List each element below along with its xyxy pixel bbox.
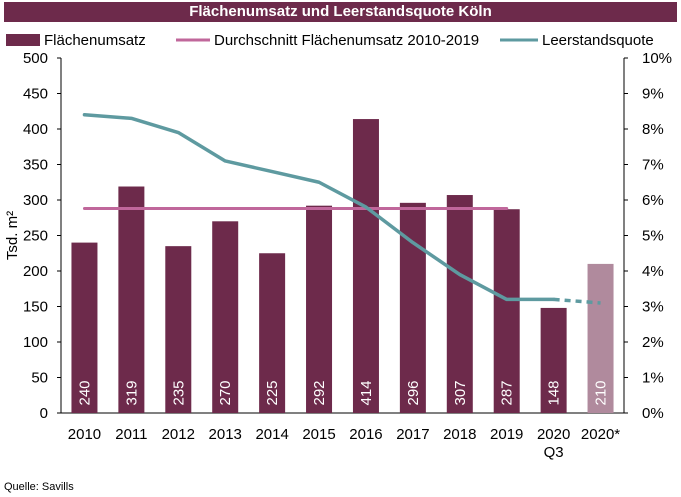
x-tick-label: 2017 — [396, 426, 429, 443]
bar-8 — [446, 195, 473, 413]
y2-tick-label: 10% — [642, 50, 672, 67]
bar-value-label: 287 — [499, 380, 516, 405]
y-tick-label: 50 — [31, 370, 48, 387]
y-tick-label: 250 — [23, 228, 48, 245]
vacancy-line — [82, 113, 556, 302]
y2-tick-label: 3% — [642, 299, 664, 316]
bar-value-label: 235 — [170, 380, 187, 405]
bar-value-label: 148 — [546, 380, 563, 405]
y2-tick-label: 8% — [642, 121, 664, 138]
legend-label-bar: Flächenumsatz — [44, 32, 146, 49]
y-tick-label: 300 — [23, 192, 48, 209]
y2-tick-label: 1% — [642, 370, 664, 387]
x-tick-label: 2016 — [349, 426, 382, 443]
bar-3 — [212, 221, 239, 413]
bar-value-label: 225 — [264, 380, 281, 405]
y-tick-label: 350 — [23, 157, 48, 174]
bar-value-label: 292 — [311, 380, 328, 405]
bar-11 — [587, 263, 614, 413]
y2-tick-label: 7% — [642, 157, 664, 174]
bar-value-label: 307 — [452, 380, 469, 405]
x-tick-label: 2011 — [115, 426, 147, 443]
bar-9 — [493, 209, 520, 413]
x-tick-label: 2012 — [162, 426, 195, 443]
bar-value-label: 296 — [405, 380, 422, 405]
bar-value-label: 270 — [217, 380, 234, 405]
source-note: Quelle: Savills — [4, 481, 74, 493]
bar-6 — [352, 119, 379, 413]
chart-canvas: Flächenumsatz Durchschnitt Flächenumsatz … — [4, 32, 672, 461]
x-tick-label: 2018 — [443, 426, 476, 443]
y-tick-label: 0 — [40, 405, 48, 422]
x-tick-label: 2020 — [537, 426, 570, 443]
bar-value-label: 414 — [358, 380, 375, 405]
chart-title: Flächenumsatz und Leerstandsquote Köln — [4, 2, 677, 22]
y-tick-label: 100 — [23, 334, 48, 351]
y-axis-title: Tsd. m² — [4, 211, 21, 260]
y2-tick-label: 6% — [642, 192, 664, 209]
legend-swatch-bar — [6, 34, 40, 46]
x-tick-label: 2015 — [302, 426, 335, 443]
legend-label-average: Durchschnitt Flächenumsatz 2010-2019 — [214, 32, 479, 49]
x-tick-label: 2019 — [490, 426, 523, 443]
y2-tick-label: 5% — [642, 228, 664, 245]
x-tick-label: Q3 — [544, 444, 564, 461]
bar-10 — [540, 307, 567, 413]
y2-tick-label: 9% — [642, 86, 664, 103]
y-tick-label: 150 — [23, 299, 48, 316]
x-tick-label: 2013 — [209, 426, 242, 443]
vacancy-line-forecast — [553, 297, 601, 305]
y2-tick-label: 0% — [642, 405, 664, 422]
bar-4 — [259, 253, 286, 413]
y-tick-label: 400 — [23, 121, 48, 138]
y-tick-label: 450 — [23, 86, 48, 103]
bar-value-label: 210 — [593, 380, 610, 405]
y2-tick-label: 4% — [642, 263, 664, 280]
bar-value-label: 240 — [76, 380, 93, 405]
x-tick-label: 2010 — [68, 426, 101, 443]
bar-2 — [165, 246, 192, 413]
x-tick-label: 2014 — [255, 426, 288, 443]
y-tick-label: 200 — [23, 263, 48, 280]
x-tick-label: 2020* — [581, 426, 620, 443]
y2-tick-label: 2% — [642, 334, 664, 351]
bar-1 — [118, 186, 145, 413]
bar-0 — [71, 242, 98, 413]
legend-label-vacancy: Leerstandsquote — [542, 32, 654, 49]
y-tick-label: 500 — [23, 50, 48, 67]
bar-value-label: 319 — [123, 380, 140, 405]
bar-5 — [306, 205, 333, 413]
